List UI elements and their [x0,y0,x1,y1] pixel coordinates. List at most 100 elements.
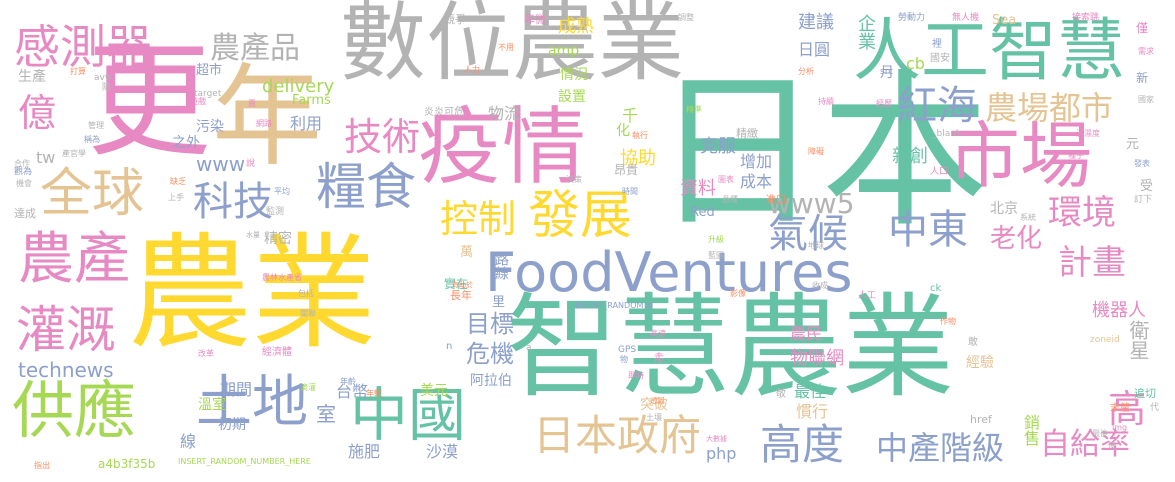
word-sea: Sea [992,13,1017,28]
word-quefa: 缺乏 [170,177,186,186]
word-jiance: 監測 [266,207,285,217]
word-guanlian: 關聯 [300,309,316,318]
word-diqiu: 地球 [808,241,824,250]
word-nongye: 農業 [128,222,377,366]
word-target: target [194,89,222,99]
word-digai: 滴灌 [300,383,316,392]
word-quanqiu: 全球 [40,164,145,224]
word-jingyan: 經驗 [966,355,994,371]
word-liangshi: 糧食 [316,158,416,216]
word-qijian: 期間 [220,380,253,399]
word-xuqiu: 需求 [1138,47,1154,56]
word-chanxueguan: 產官學 [62,149,86,158]
word-wuliu: 物流 [488,104,521,123]
word-liyong: 利用 [290,114,323,133]
word-jiqiren: 機器人 [1092,300,1146,321]
word-weiji: 危機 [466,340,514,368]
word-amp: amp [548,43,580,59]
word-gaige: 改革 [198,349,214,358]
word-riben-zhengfu: 日本政府 [533,411,702,460]
word-zhongguo: 中國 [350,381,467,449]
word-img: img [1112,423,1128,432]
word-wu: 物 [620,355,628,364]
word-renli: 人力 [464,65,480,74]
word-ziliao: 資料 [680,178,716,199]
word-kongzhi: 控制 [440,197,517,241]
word-zuijia: 最佳 [794,382,827,401]
word-touqi: 透氣 [650,397,664,405]
word-wuran: 污染 [196,119,224,135]
word-www: www [196,152,246,176]
word-foodventures: FoodVentures [485,241,853,304]
word-kefu: 克服 [700,136,736,157]
word-jishu: 技術 [344,115,421,159]
word-alabo: 阿拉伯 [470,373,512,389]
word-href: href [970,413,992,426]
word-nongmin: 農民 [790,324,823,343]
word-rengong-zhihui: 人工智慧 [853,12,1126,91]
word-jihui: 機會 [16,179,32,188]
word-blank: _blank [932,129,962,139]
word-zoneid: zoneid [1090,335,1120,345]
word-jinkou: 進口 [766,195,786,206]
word-gps: GPS [618,345,637,355]
word-jingzhun: 精準 [686,105,702,114]
word-yi: 億 [18,91,57,135]
word-yanyankewei: 炎炎可危 [424,107,464,118]
word-li2: 裡 [932,39,942,50]
word-tudi: 土地 [196,370,308,435]
word-technews: technews [18,358,114,382]
word-riyuan: 日圓 [798,40,831,59]
word-honghai: 紅海 [897,83,977,129]
word-rengong: 人工 [858,291,877,301]
word-hua: 化 [616,123,630,139]
word-wulianwang: 物聯網 [790,348,844,369]
word-guojia: 國家 [1138,95,1154,104]
word-cb: cb [906,54,925,73]
word-beijing: 北京 [990,201,1018,217]
word-buyong: 不用 [498,43,514,52]
word-shi2: 使 [1108,441,1116,450]
word-guanxing: 慣行 [796,402,829,421]
word-tupo: 突破 [640,397,668,413]
word-jiesuotiao: 接索跳 [1072,13,1100,23]
word-anggui: 昂貴 [614,163,639,177]
word-avw: avw [94,73,113,83]
word-gaodu: 高度 [760,420,845,469]
word-pinzhong: 品種 [722,195,738,204]
word-zhuiqie: 追切 [1134,387,1156,400]
word-shijian: 時間 [622,187,638,196]
word-jihua: 計畫 [1058,243,1126,283]
word-chaoshi: 超市 [196,63,223,78]
word-zuihou: 最後 [1092,429,1108,438]
word-n: n [446,341,453,352]
word-zuowu: 作物 [940,317,956,326]
word-qingkuang: 情況 [560,67,588,83]
word-zhixing: 執行 [632,131,648,140]
word-huanjing: 環境 [1048,193,1116,233]
word-zou: 走 [654,353,664,364]
word-php: php [706,444,737,463]
word-renkou: 人口 [930,167,949,177]
word-li: 里 [492,295,506,310]
word-xiezhu: 協助 [620,148,656,169]
word-dasuan: 打算 [70,67,86,76]
word-changnian: 長年 [450,289,472,302]
word-a: a [526,343,532,353]
word-zhihui-nongye: 智慧農業 [506,283,954,413]
word-zhongchan-jieji: 中產階級 [876,429,1005,467]
word-laodongli: 勞動力 [898,13,926,23]
word-gan: 敢 [968,337,978,348]
word-shamo: 沙漠 [426,442,459,461]
word-jingjiti: 經濟體 [262,347,292,358]
word-pingjun: 平均 [274,187,290,196]
word-fabiao: 發表 [1134,159,1150,168]
word-jin: 僅 [1136,21,1149,35]
word-laohua: 老化 [990,224,1043,254]
word-zhen: 震 [248,99,256,108]
word-nianling: 年齡 [340,377,356,386]
word-baokuo: 包括 [298,289,314,298]
word-guanli: 管理 [88,121,104,130]
word-yuan: 元 [1126,137,1140,152]
word-jingli: 經歷 [876,99,892,108]
